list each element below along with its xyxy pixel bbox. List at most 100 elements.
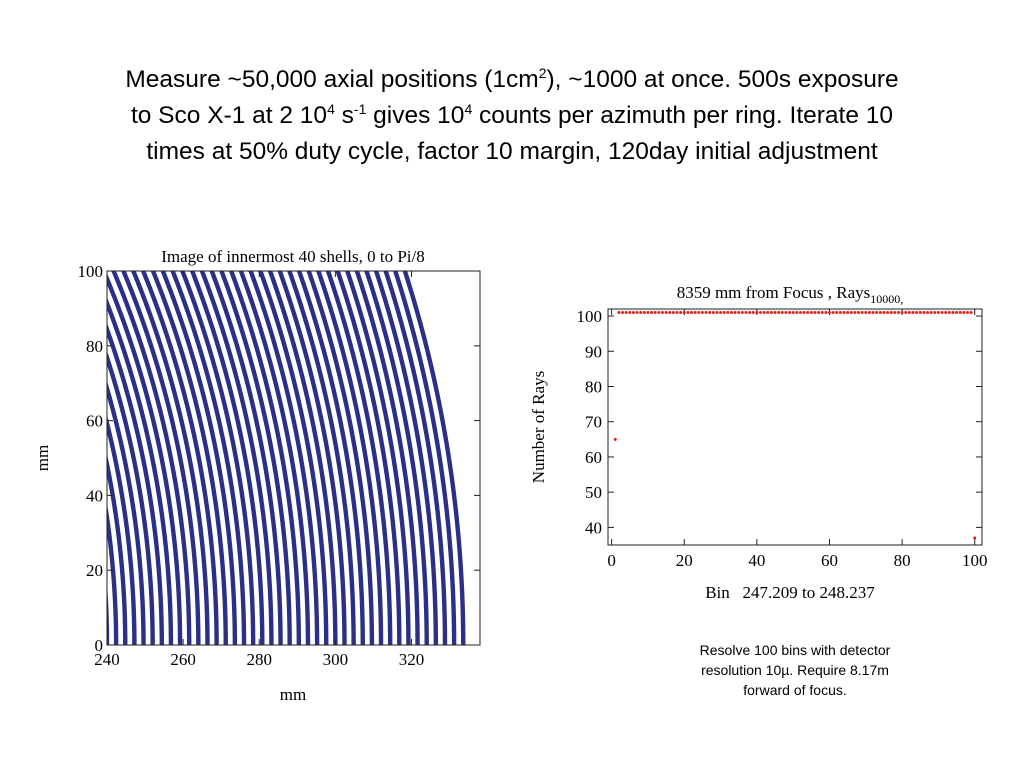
caption-line-3: forward of focus.	[743, 682, 847, 698]
shell-arc	[354, 271, 420, 645]
shell-arc	[170, 271, 247, 645]
ray-count-point	[773, 311, 777, 315]
left-y-axis-label: mm	[33, 445, 52, 471]
ray-count-point	[726, 311, 730, 315]
right-x-axis-label: Bin 247.209 to 248.237	[705, 583, 875, 602]
title-text: counts per azimuth per ring. Iterate 10	[472, 102, 894, 129]
shell-arc	[344, 271, 411, 645]
x-tick-label: 80	[894, 551, 911, 570]
ray-count-point	[751, 311, 755, 315]
x-tick-label: 0	[607, 551, 616, 570]
x-tick-label: 20	[676, 551, 693, 570]
shell-arc	[209, 271, 283, 645]
ray-count-point	[719, 311, 723, 315]
ray-count-point	[857, 311, 861, 315]
x-tick-label: 260	[170, 650, 196, 669]
right-y-axis-label: Number of Rays	[529, 371, 548, 483]
caption: Resolve 100 bins with detector resolutio…	[640, 640, 950, 700]
ray-count-point	[748, 311, 752, 315]
ray-count-point	[849, 311, 853, 315]
y-tick-label: 40	[86, 486, 103, 505]
ray-count-point	[933, 311, 937, 315]
y-tick-label: 0	[95, 636, 104, 655]
x-tick-label: 40	[748, 551, 765, 570]
shell-arc	[107, 273, 183, 645]
ray-count-point	[675, 311, 679, 315]
y-tick-label: 20	[86, 561, 103, 580]
x-tick-label: 320	[399, 650, 425, 669]
ray-count-point	[806, 311, 810, 315]
title-superscript: 4	[464, 101, 473, 117]
shell-arc	[258, 271, 329, 645]
title-superscript: 2	[538, 65, 547, 81]
ray-count-point	[737, 311, 741, 315]
shell-arc	[248, 271, 320, 645]
shell-arc	[402, 271, 466, 645]
ray-count-point	[700, 311, 704, 315]
ray-count-point	[631, 311, 635, 315]
ray-count-point	[915, 311, 919, 315]
ray-count-point	[827, 311, 831, 315]
y-tick-label: 60	[86, 412, 103, 431]
ray-count-point	[729, 311, 733, 315]
title-superscript: -1	[353, 101, 367, 117]
title-line-3: times at 50% duty cycle, factor 10 margi…	[146, 138, 878, 165]
title-line-2: to Sco X-1 at 2 104 s-1 gives 104 counts…	[40, 98, 984, 134]
x-tick-label: 300	[323, 650, 349, 669]
ray-count-point	[704, 311, 708, 315]
left-x-axis-label: mm	[280, 685, 306, 704]
ray-count-point	[708, 311, 712, 315]
shell-arc	[325, 271, 393, 645]
ray-count-point	[886, 311, 890, 315]
ray-count-point	[795, 311, 799, 315]
x-tick-label: 280	[246, 650, 272, 669]
ray-count-point	[875, 311, 879, 315]
ray-count-point	[624, 311, 628, 315]
shell-arc	[180, 271, 256, 645]
ray-count-point	[896, 311, 900, 315]
y-tick-label: 40	[585, 518, 602, 537]
ray-count-point	[791, 311, 795, 315]
x-tick-label: 60	[821, 551, 838, 570]
title-text: Measure ~50,000 axial positions (1cm	[125, 66, 539, 93]
shell-arc	[296, 271, 365, 645]
ray-count-point	[911, 311, 915, 315]
ray-count-point	[650, 311, 654, 315]
y-tick-label: 100	[577, 307, 603, 326]
ray-count-point	[679, 311, 683, 315]
y-tick-label: 80	[585, 377, 602, 396]
ray-count-point	[642, 311, 646, 315]
title-superscript: 4	[327, 101, 335, 117]
shell-arc	[107, 350, 155, 645]
caption-line-2: resolution 10µ. Require 8.17m	[701, 662, 889, 678]
ray-count-point	[962, 311, 966, 315]
shell-arc	[160, 271, 238, 645]
ray-count-point	[788, 311, 792, 315]
shell-arc	[150, 271, 228, 645]
right-title-main: 8359 mm from Focus , Rays	[677, 283, 871, 302]
ray-count-point	[690, 311, 694, 315]
title-text: s	[334, 102, 354, 129]
shell-arc	[267, 271, 338, 645]
ray-count-point	[653, 311, 657, 315]
ray-count-point	[762, 311, 766, 315]
y-tick-label: 60	[585, 448, 602, 467]
ray-count-point	[697, 311, 701, 315]
ray-count-point	[955, 311, 959, 315]
y-tick-label: 80	[86, 337, 103, 356]
ray-count-point	[711, 311, 715, 315]
ray-count-point	[639, 311, 643, 315]
title-text: gives 10	[366, 102, 465, 129]
shell-arc	[111, 271, 192, 645]
ray-count-point	[835, 311, 839, 315]
ray-count-point	[784, 311, 788, 315]
shell-arc	[107, 322, 165, 645]
ray-count-point	[755, 311, 759, 315]
ray-count-point	[958, 311, 962, 315]
right-ticks: 0 20 40 60 80 100 40 50 60 70 80 90 100	[577, 307, 988, 570]
ray-count-plot: 8359 mm from Focus , Rays10000, 0 20 40 60 8…	[529, 283, 987, 602]
ray-count-point	[922, 311, 926, 315]
ray-count-point	[929, 311, 933, 315]
ray-count-point	[969, 311, 973, 315]
ray-count-point	[646, 311, 650, 315]
